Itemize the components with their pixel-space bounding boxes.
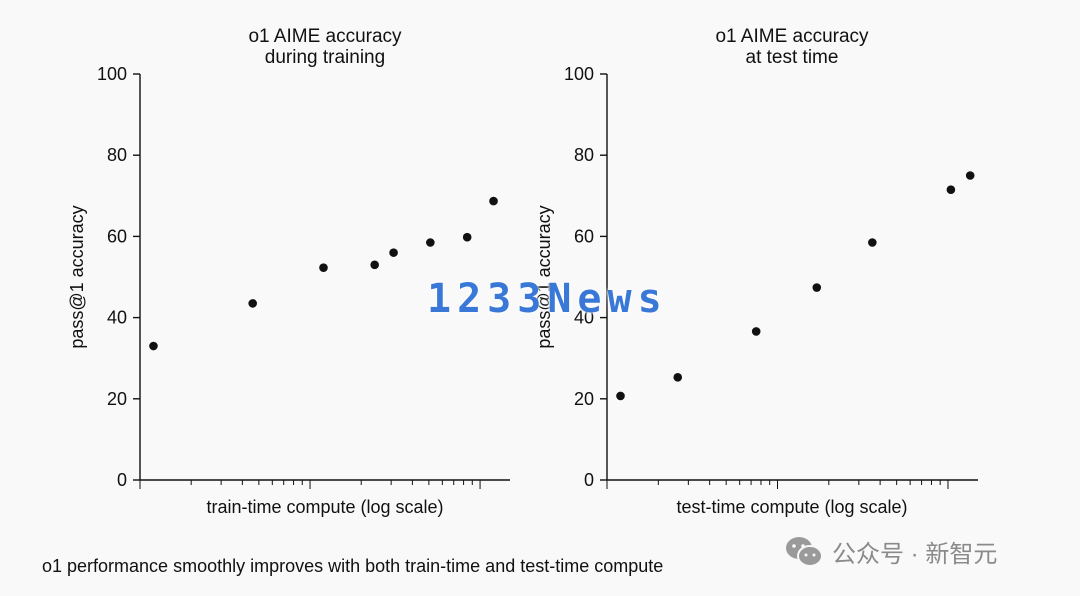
y-tick-label: 20 — [574, 389, 594, 409]
chart-train-time: o1 AIME accuracy during training pass@1 … — [67, 26, 510, 517]
y-axis-label: pass@1 accuracy — [534, 205, 554, 348]
y-tick-label: 60 — [574, 226, 594, 246]
axes — [606, 74, 978, 481]
data-point — [812, 283, 822, 292]
data-point — [673, 372, 683, 382]
y-tick-label: 0 — [584, 470, 594, 490]
watermark-text: 1233News — [427, 276, 668, 322]
data-points — [149, 196, 498, 351]
data-point — [319, 263, 328, 272]
x-ticks — [139, 480, 481, 489]
data-point — [489, 196, 498, 206]
data-point — [426, 238, 435, 247]
y-tick-label: 80 — [107, 145, 127, 165]
data-point — [462, 232, 472, 242]
data-point — [370, 260, 379, 270]
y-ticks: 0 20 40 60 80 100 — [97, 64, 140, 490]
data-point — [616, 391, 625, 401]
wechat-account-tag: 公众号 · 新智元 — [784, 534, 997, 569]
data-points — [616, 171, 975, 401]
wechat-icon — [784, 535, 824, 569]
y-tick-label: 40 — [574, 308, 594, 328]
data-point — [149, 341, 158, 351]
x-ticks — [606, 480, 949, 489]
axes — [139, 74, 510, 481]
y-ticks: 0 20 40 60 80 100 — [564, 64, 607, 490]
y-tick-label: 60 — [107, 226, 127, 246]
y-tick-label: 40 — [107, 308, 127, 328]
data-point — [389, 248, 398, 257]
y-tick-label: 100 — [564, 64, 594, 84]
chart-title-line-1: o1 AIME accuracy — [248, 26, 402, 47]
y-tick-label: 100 — [97, 64, 127, 84]
x-axis-label: test-time compute (log scale) — [676, 497, 907, 517]
wechat-account-text: 公众号 · 新智元 — [832, 541, 998, 568]
y-axis-label: pass@1 accuracy — [67, 205, 87, 348]
data-point — [751, 327, 761, 336]
chart-title-line-2: during training — [265, 47, 385, 68]
data-point — [248, 299, 257, 308]
data-point — [965, 171, 975, 180]
data-point — [946, 185, 956, 195]
figure-caption: o1 performance smoothly improves with bo… — [42, 556, 664, 576]
data-point — [868, 238, 877, 247]
x-axis-label: train-time compute (log scale) — [206, 497, 443, 517]
y-tick-label: 20 — [107, 389, 127, 409]
y-tick-label: 0 — [117, 470, 127, 490]
chart-test-time: o1 AIME accuracy at test time pass@1 acc… — [534, 26, 978, 517]
chart-title-line-1: o1 AIME accuracy — [715, 26, 869, 47]
chart-title-line-2: at test time — [746, 47, 839, 68]
y-tick-label: 80 — [574, 145, 594, 165]
